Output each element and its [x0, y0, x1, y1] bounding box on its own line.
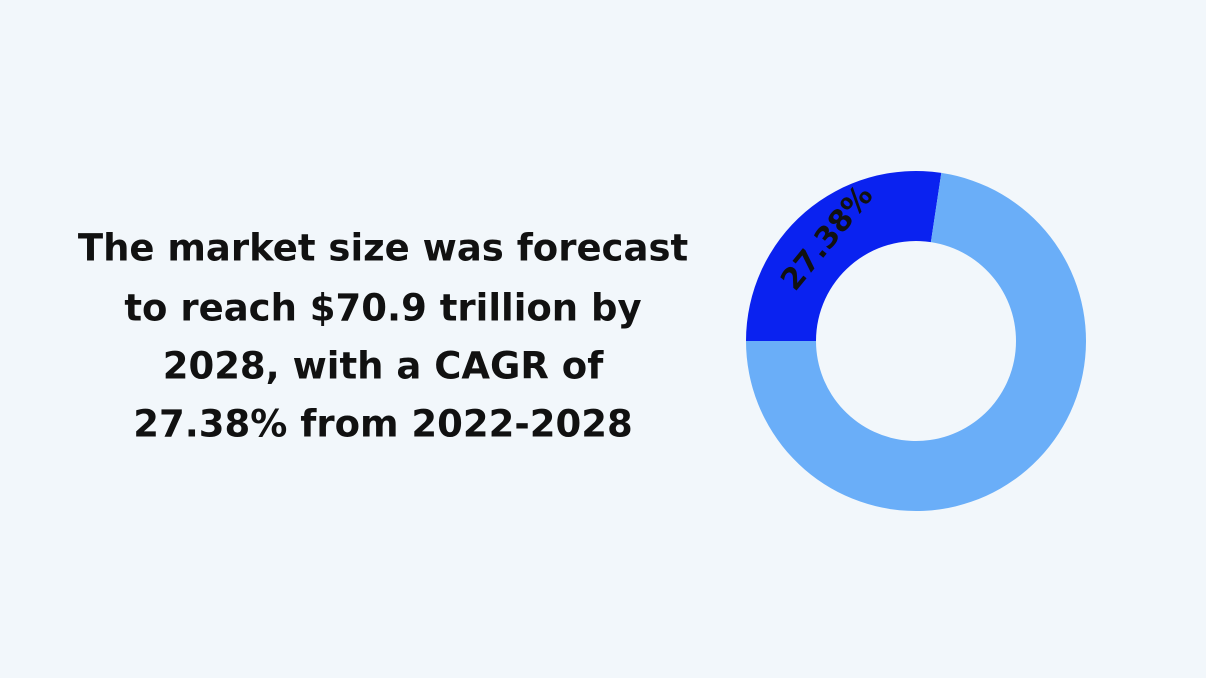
annotation: to reach $70.9 trillion by	[124, 287, 641, 330]
donut-segment	[746, 172, 1087, 511]
annotation: 27.38% from 2022-2028	[133, 403, 633, 446]
annotation: The market size was forecast	[78, 227, 688, 270]
annotation: 2028, with a CAGR of	[163, 345, 604, 388]
donut-segment	[746, 170, 942, 341]
